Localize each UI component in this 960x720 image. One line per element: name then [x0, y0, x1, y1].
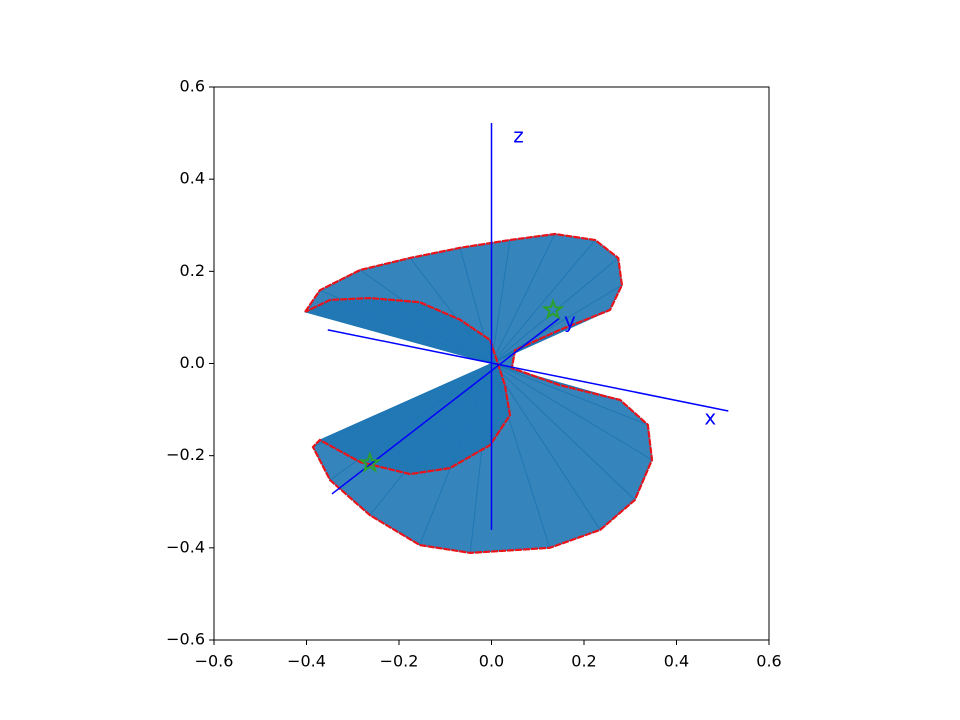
axis-label: x	[704, 405, 716, 429]
axis-label: z	[513, 123, 524, 147]
x-tick-label: 0.2	[571, 652, 596, 671]
marker	[541, 297, 565, 320]
y-tick-label: 0.2	[180, 261, 205, 280]
x-tick-label: 0.4	[664, 652, 689, 671]
x-tick-label: −0.4	[287, 652, 326, 671]
x-tick-label: 0.6	[756, 652, 781, 671]
curve	[304, 232, 654, 555]
y-tick-label: 0.6	[180, 77, 205, 96]
y-tick-label: −0.6	[166, 630, 205, 649]
axis-line	[331, 317, 561, 495]
y-tick-label: −0.4	[166, 537, 205, 556]
x-tick-label: −0.6	[195, 652, 234, 671]
y-tick-label: 0.4	[180, 169, 205, 188]
x-tick-label: 0.0	[479, 652, 504, 671]
y-tick-label: 0.0	[180, 353, 205, 372]
x-tick-label: −0.2	[380, 652, 419, 671]
axis-line	[327, 329, 729, 412]
y-tick-label: −0.2	[166, 445, 205, 464]
axis-label: y	[564, 308, 576, 332]
marker	[358, 450, 382, 473]
